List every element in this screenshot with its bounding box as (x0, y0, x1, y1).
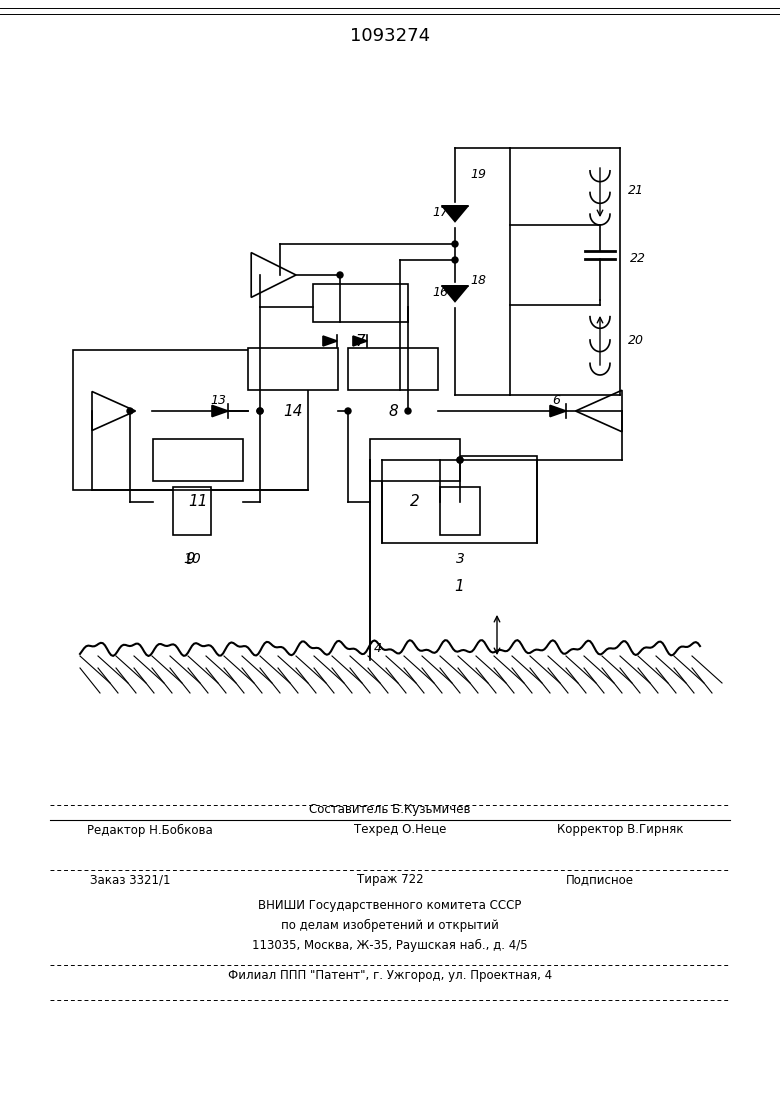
Text: Тираж 722: Тираж 722 (356, 874, 424, 887)
Text: Подписное: Подписное (566, 874, 634, 887)
Text: Составитель Б.Кузьмичев: Составитель Б.Кузьмичев (309, 803, 471, 816)
Text: по делам изобретений и открытий: по делам изобретений и открытий (281, 919, 499, 932)
Text: 20: 20 (628, 333, 644, 346)
Text: Филиал ППП "Патент", г. Ужгород, ул. Проектная, 4: Филиал ППП "Патент", г. Ужгород, ул. Про… (228, 968, 552, 982)
Circle shape (337, 272, 343, 278)
Text: 17: 17 (432, 205, 448, 218)
Circle shape (457, 457, 463, 463)
Circle shape (452, 240, 458, 247)
Circle shape (127, 408, 133, 414)
Polygon shape (550, 406, 566, 417)
Text: 11: 11 (188, 494, 207, 510)
Text: 2: 2 (410, 494, 420, 510)
Bar (313, 283, 408, 322)
Text: Заказ 3321/1: Заказ 3321/1 (90, 874, 170, 887)
Bar (248, 349, 338, 390)
Text: 10: 10 (183, 552, 201, 566)
Text: 3: 3 (456, 552, 464, 566)
Text: 13: 13 (210, 394, 226, 407)
Polygon shape (323, 336, 337, 346)
Polygon shape (353, 336, 367, 346)
Text: 14: 14 (283, 404, 303, 418)
Polygon shape (442, 286, 468, 301)
Text: Корректор В.Гирняк: Корректор В.Гирняк (557, 824, 683, 836)
Text: 1: 1 (455, 579, 464, 595)
Bar (348, 349, 438, 390)
Circle shape (405, 408, 411, 414)
Bar (153, 439, 243, 481)
Bar (173, 488, 211, 535)
Text: 6: 6 (552, 394, 560, 407)
Bar (370, 439, 460, 481)
Polygon shape (251, 253, 296, 298)
Bar (382, 456, 537, 543)
Text: ВНИШИ Государственного комитета СССР: ВНИШИ Государственного комитета СССР (258, 899, 522, 911)
Text: 9: 9 (186, 553, 195, 568)
Polygon shape (576, 390, 622, 431)
Circle shape (257, 408, 263, 414)
Text: 22: 22 (630, 251, 646, 265)
Text: 18: 18 (470, 274, 486, 287)
Polygon shape (442, 206, 468, 222)
Polygon shape (212, 406, 228, 417)
Text: 21: 21 (628, 183, 644, 196)
Circle shape (452, 257, 458, 263)
Text: Редактор Н.Бобкова: Редактор Н.Бобкова (87, 824, 213, 836)
Text: Техред О.Неце: Техред О.Неце (354, 824, 446, 836)
Text: 8: 8 (388, 404, 398, 418)
Bar (440, 488, 480, 535)
Text: 1093274: 1093274 (350, 26, 430, 45)
Circle shape (457, 457, 463, 463)
Text: 19: 19 (470, 169, 486, 182)
Text: 113035, Москва, Ж-35, Раушская наб., д. 4/5: 113035, Москва, Ж-35, Раушская наб., д. … (252, 939, 528, 952)
Text: 16: 16 (432, 286, 448, 299)
Circle shape (345, 408, 351, 414)
Text: 7: 7 (356, 333, 365, 349)
Polygon shape (92, 392, 136, 430)
Bar (73, 350, 308, 490)
Circle shape (257, 408, 263, 414)
Text: 4: 4 (374, 642, 382, 654)
